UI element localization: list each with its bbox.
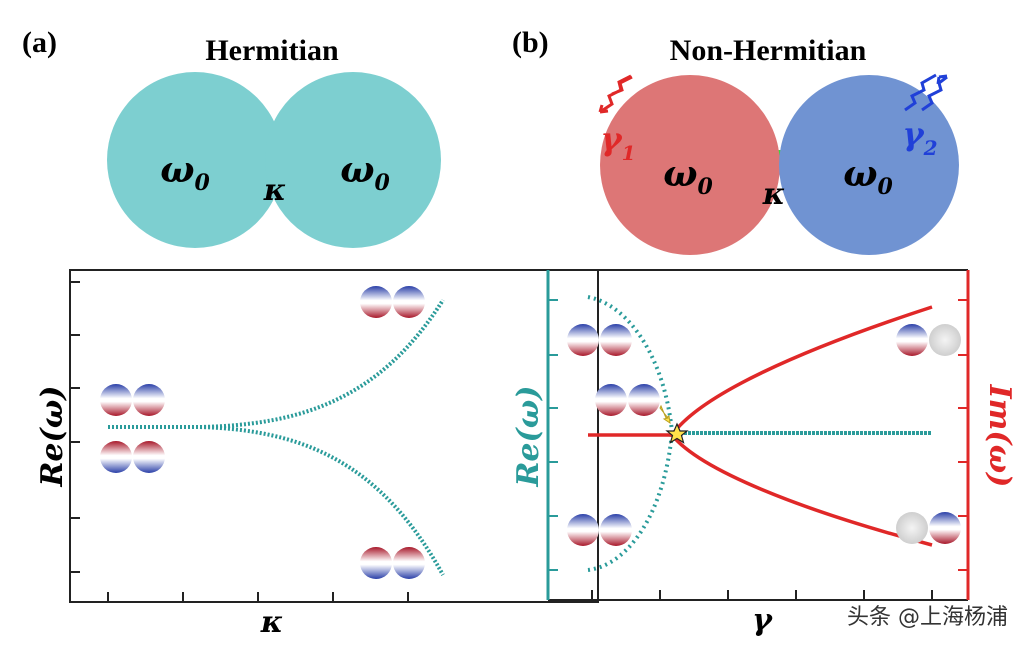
resonator xyxy=(779,75,959,255)
symbol: γ xyxy=(600,120,623,158)
y-axis-label: Re(ω) xyxy=(35,386,70,488)
loss-arrow xyxy=(598,74,633,114)
real-curve xyxy=(587,295,932,572)
ticks xyxy=(958,299,968,571)
imag-curve xyxy=(588,305,933,547)
symbol: ω xyxy=(663,153,697,195)
y-axis-label: Re(ω) xyxy=(511,386,546,488)
symbol: γ xyxy=(902,115,925,153)
gain-arrow xyxy=(904,73,948,112)
node-label: ω0 xyxy=(663,153,713,200)
pointer xyxy=(659,404,671,425)
subscript: 0 xyxy=(877,174,893,200)
mode-icon xyxy=(100,384,165,416)
mode-icon xyxy=(929,324,961,356)
panel-title: Hermitian xyxy=(205,34,339,67)
mode-icon xyxy=(929,512,961,544)
mode-icon xyxy=(595,384,660,416)
mode-icon xyxy=(360,547,425,579)
subscript: 0 xyxy=(697,174,713,200)
subscript: 1 xyxy=(622,141,636,165)
coupling-label: κ xyxy=(263,173,287,208)
mode-icon xyxy=(896,512,928,544)
panel-title: Non-Hermitian xyxy=(670,34,867,67)
loss-label: γ2 xyxy=(902,115,937,160)
subscript: 0 xyxy=(374,170,390,196)
subscript: 0 xyxy=(194,170,210,196)
loss-label: γ1 xyxy=(600,120,635,165)
symbol: ω xyxy=(340,149,374,191)
node-label: ω0 xyxy=(160,149,210,196)
mode-icon xyxy=(567,514,632,546)
mode-icon xyxy=(567,324,632,356)
resonator xyxy=(107,72,283,248)
panel-label: (b) xyxy=(512,26,549,59)
x-axis-label: κ xyxy=(260,605,284,640)
coupling-label: κ xyxy=(762,177,786,212)
subscript: 2 xyxy=(923,136,938,160)
resonator xyxy=(600,75,780,255)
ticks xyxy=(591,590,933,600)
y2-axis-label: Im(ω) xyxy=(982,384,1017,488)
symbol: ω xyxy=(160,149,194,191)
mode-icon xyxy=(360,286,425,318)
eigen-curve xyxy=(108,298,445,576)
mode-icon xyxy=(100,441,165,473)
node-label: ω0 xyxy=(843,153,893,200)
watermark: 头条 @上海杨浦 xyxy=(847,605,1008,630)
symbol: ω xyxy=(843,153,877,195)
panel-label: (a) xyxy=(22,26,57,59)
x-axis-label: γ xyxy=(752,603,773,638)
ticks xyxy=(548,299,558,571)
ticks xyxy=(70,281,409,602)
exceptional-point xyxy=(665,422,689,444)
node-label: ω0 xyxy=(340,149,390,196)
mode-icon xyxy=(896,324,928,356)
resonator xyxy=(265,72,441,248)
